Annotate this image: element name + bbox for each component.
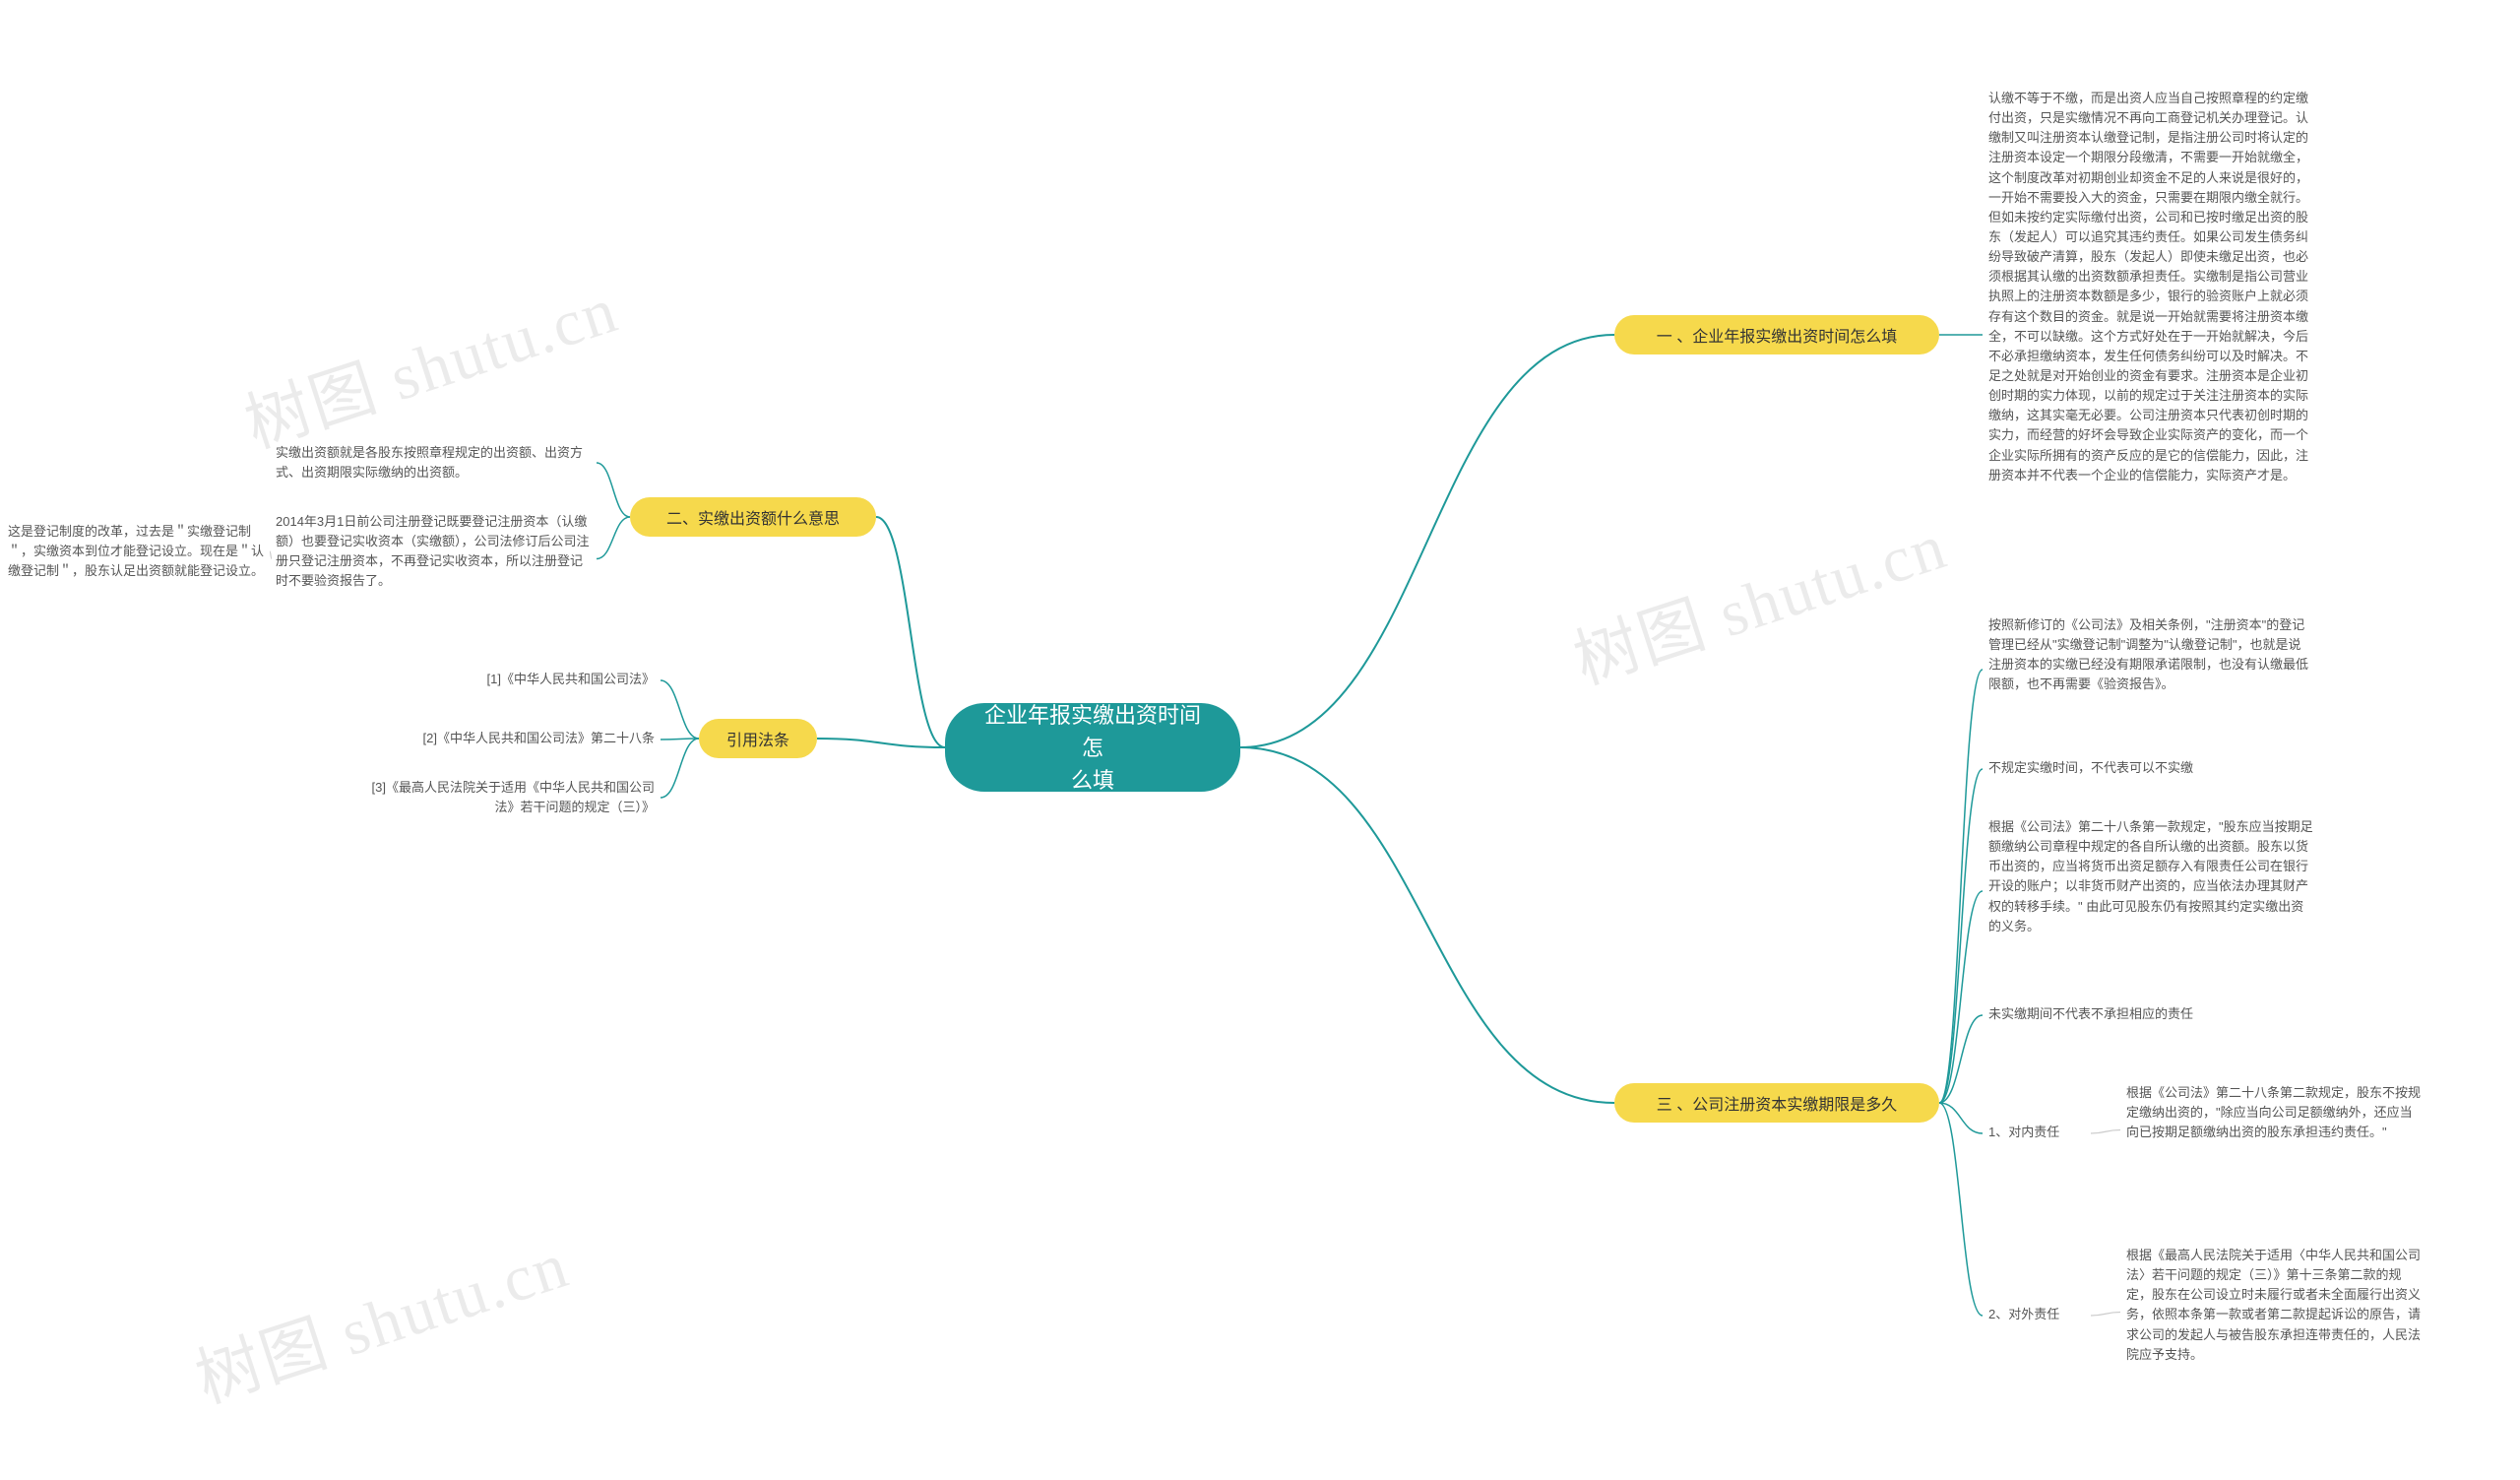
leaf-node: 1、对内责任: [1988, 1123, 2087, 1144]
leaf-text: 不规定实缴时间，不代表可以不实缴: [1988, 760, 2193, 775]
leaf-node: 2、对外责任: [1988, 1305, 2087, 1326]
branch-label: 三 、公司注册资本实缴期限是多久: [1657, 1091, 1897, 1115]
leaf-text: [3]《最高人民法院关于适用《中华人民共和国公司法》若干问题的规定（三）》: [372, 780, 655, 814]
leaf-text: 未实缴期间不代表不承担相应的责任: [1988, 1006, 2193, 1021]
branch-node: 引用法条: [699, 719, 817, 758]
leaf-node: 2014年3月1日前公司注册登记既要登记注册资本（认缴额）也要登记实收资本（实缴…: [276, 512, 591, 606]
root-text: 企业年报实缴出资时间怎 么填: [976, 699, 1209, 797]
leaf-text: 认缴不等于不缴，而是出资人应当自己按照章程的约定缴付出资，只是实缴情况不再向工商…: [1988, 91, 2308, 483]
leaf-node: 按照新修订的《公司法》及相关条例，"注册资本"的登记管理已经从"实缴登记制"调整…: [1988, 615, 2313, 724]
leaf-node: 实缴出资额就是各股东按照章程规定的出资额、出资方式、出资期限实际缴纳的出资额。: [276, 443, 591, 483]
leaf-node: 未实缴期间不代表不承担相应的责任: [1988, 1004, 2313, 1026]
leaf-text: 2014年3月1日前公司注册登记既要登记注册资本（认缴额）也要登记实收资本（实缴…: [276, 514, 590, 588]
leaf-node: 认缴不等于不缴，而是出资人应当自己按照章程的约定缴付出资，只是实缴情况不再向工商…: [1988, 89, 2313, 581]
leaf-text: 2、对外责任: [1988, 1307, 2059, 1321]
leaf-text: 根据《公司法》第二十八条第一款规定，"股东应当按期足额缴纳公司章程中规定的各自所…: [1988, 819, 2313, 933]
leaf-text: [1]《中华人民共和国公司法》: [487, 672, 655, 686]
leaf-node: 根据《公司法》第二十八条第二款规定，股东不按规定缴纳出资的，"除应当向公司足额缴…: [2126, 1083, 2422, 1177]
leaf-node: [3]《最高人民法院关于适用《中华人民共和国公司法》若干问题的规定（三）》: [354, 778, 655, 817]
leaf-node: 这是登记制度的改革，过去是＂实缴登记制＂，实缴资本到位才能登记设立。现在是＂认缴…: [8, 522, 264, 581]
leaf-text: 根据《最高人民法院关于适用〈中华人民共和国公司法〉若干问题的规定（三）》第十三条…: [2126, 1248, 2421, 1362]
leaf-text: 1、对内责任: [1988, 1125, 2059, 1139]
leaf-text: [2]《中华人民共和国公司法》第二十八条: [423, 731, 655, 745]
branch-label: 引用法条: [726, 727, 789, 750]
leaf-node: 根据《最高人民法院关于适用〈中华人民共和国公司法〉若干问题的规定（三）》第十三条…: [2126, 1246, 2422, 1379]
leaf-node: [2]《中华人民共和国公司法》第二十八条: [354, 729, 655, 750]
leaf-text: 实缴出资额就是各股东按照章程规定的出资额、出资方式、出资期限实际缴纳的出资额。: [276, 445, 583, 480]
branch-node: 三 、公司注册资本实缴期限是多久: [1614, 1083, 1939, 1123]
leaf-text: 按照新修订的《公司法》及相关条例，"注册资本"的登记管理已经从"实缴登记制"调整…: [1988, 617, 2308, 691]
leaf-text: 这是登记制度的改革，过去是＂实缴登记制＂，实缴资本到位才能登记设立。现在是＂认缴…: [8, 524, 264, 578]
branch-node: 一 、企业年报实缴出资时间怎么填: [1614, 315, 1939, 354]
branch-label: 二、实缴出资额什么意思: [666, 505, 840, 529]
leaf-node: 不规定实缴时间，不代表可以不实缴: [1988, 758, 2313, 780]
leaf-node: [1]《中华人民共和国公司法》: [409, 670, 655, 691]
branch-label: 一 、企业年报实缴出资时间怎么填: [1657, 323, 1897, 347]
leaf-node: 根据《公司法》第二十八条第一款规定，"股东应当按期足额缴纳公司章程中规定的各自所…: [1988, 817, 2313, 965]
branch-node: 二、实缴出资额什么意思: [630, 497, 876, 537]
leaf-text: 根据《公司法》第二十八条第二款规定，股东不按规定缴纳出资的，"除应当向公司足额缴…: [2126, 1085, 2421, 1139]
root-node: 企业年报实缴出资时间怎 么填: [945, 703, 1240, 792]
